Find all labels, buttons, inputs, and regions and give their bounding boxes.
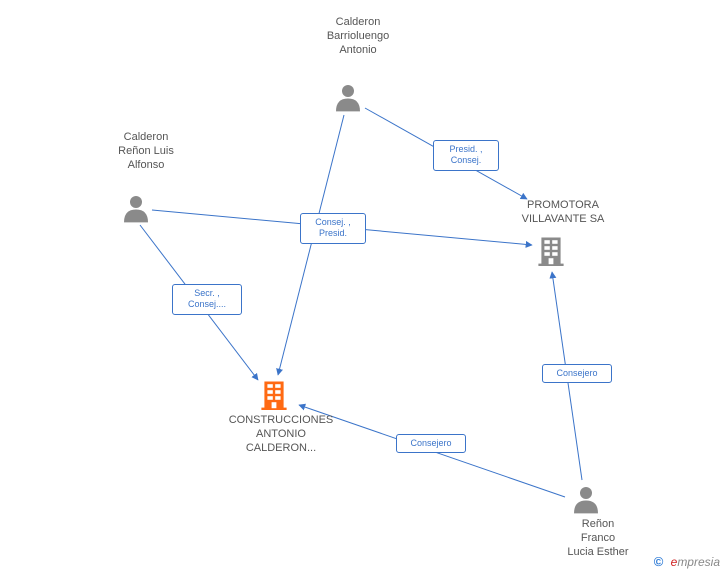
building-icon[interactable] — [261, 382, 286, 411]
building-icon[interactable] — [538, 238, 563, 267]
edge-label-person_lucia-company_villavante[interactable]: Consejero — [542, 364, 612, 383]
edge-label-person_antonio-company_villavante[interactable]: Presid. , Consej. — [433, 140, 499, 171]
node-label-company_construcciones[interactable]: CONSTRUCCIONES ANTONIO CALDERON... — [216, 414, 346, 455]
edge-person_antonio-company_construcciones — [278, 115, 344, 375]
edge-label-person_lucia-company_construcciones[interactable]: Consejero — [396, 434, 466, 453]
person-icon[interactable] — [574, 487, 598, 513]
person-icon[interactable] — [336, 85, 360, 111]
node-label-person_lucia[interactable]: Reñon Franco Lucia Esther — [553, 518, 643, 559]
watermark-rest: mpresia — [677, 555, 720, 569]
edge-label-person_luis-company_construcciones[interactable]: Secr. , Consej.... — [172, 284, 242, 315]
node-label-person_luis[interactable]: Calderon Reñon Luis Alfonso — [101, 131, 191, 172]
watermark: © empresia — [654, 554, 720, 569]
person-icon[interactable] — [124, 196, 148, 222]
edge-label-person_luis-company_villavante[interactable]: Consej. , Presid. — [300, 213, 366, 244]
node-label-person_antonio[interactable]: Calderon Barrioluengo Antonio — [313, 16, 403, 57]
network-diagram-svg — [0, 0, 728, 575]
copyright-symbol: © — [654, 554, 664, 569]
node-label-company_villavante[interactable]: PROMOTORA VILLAVANTE SA — [503, 199, 623, 227]
